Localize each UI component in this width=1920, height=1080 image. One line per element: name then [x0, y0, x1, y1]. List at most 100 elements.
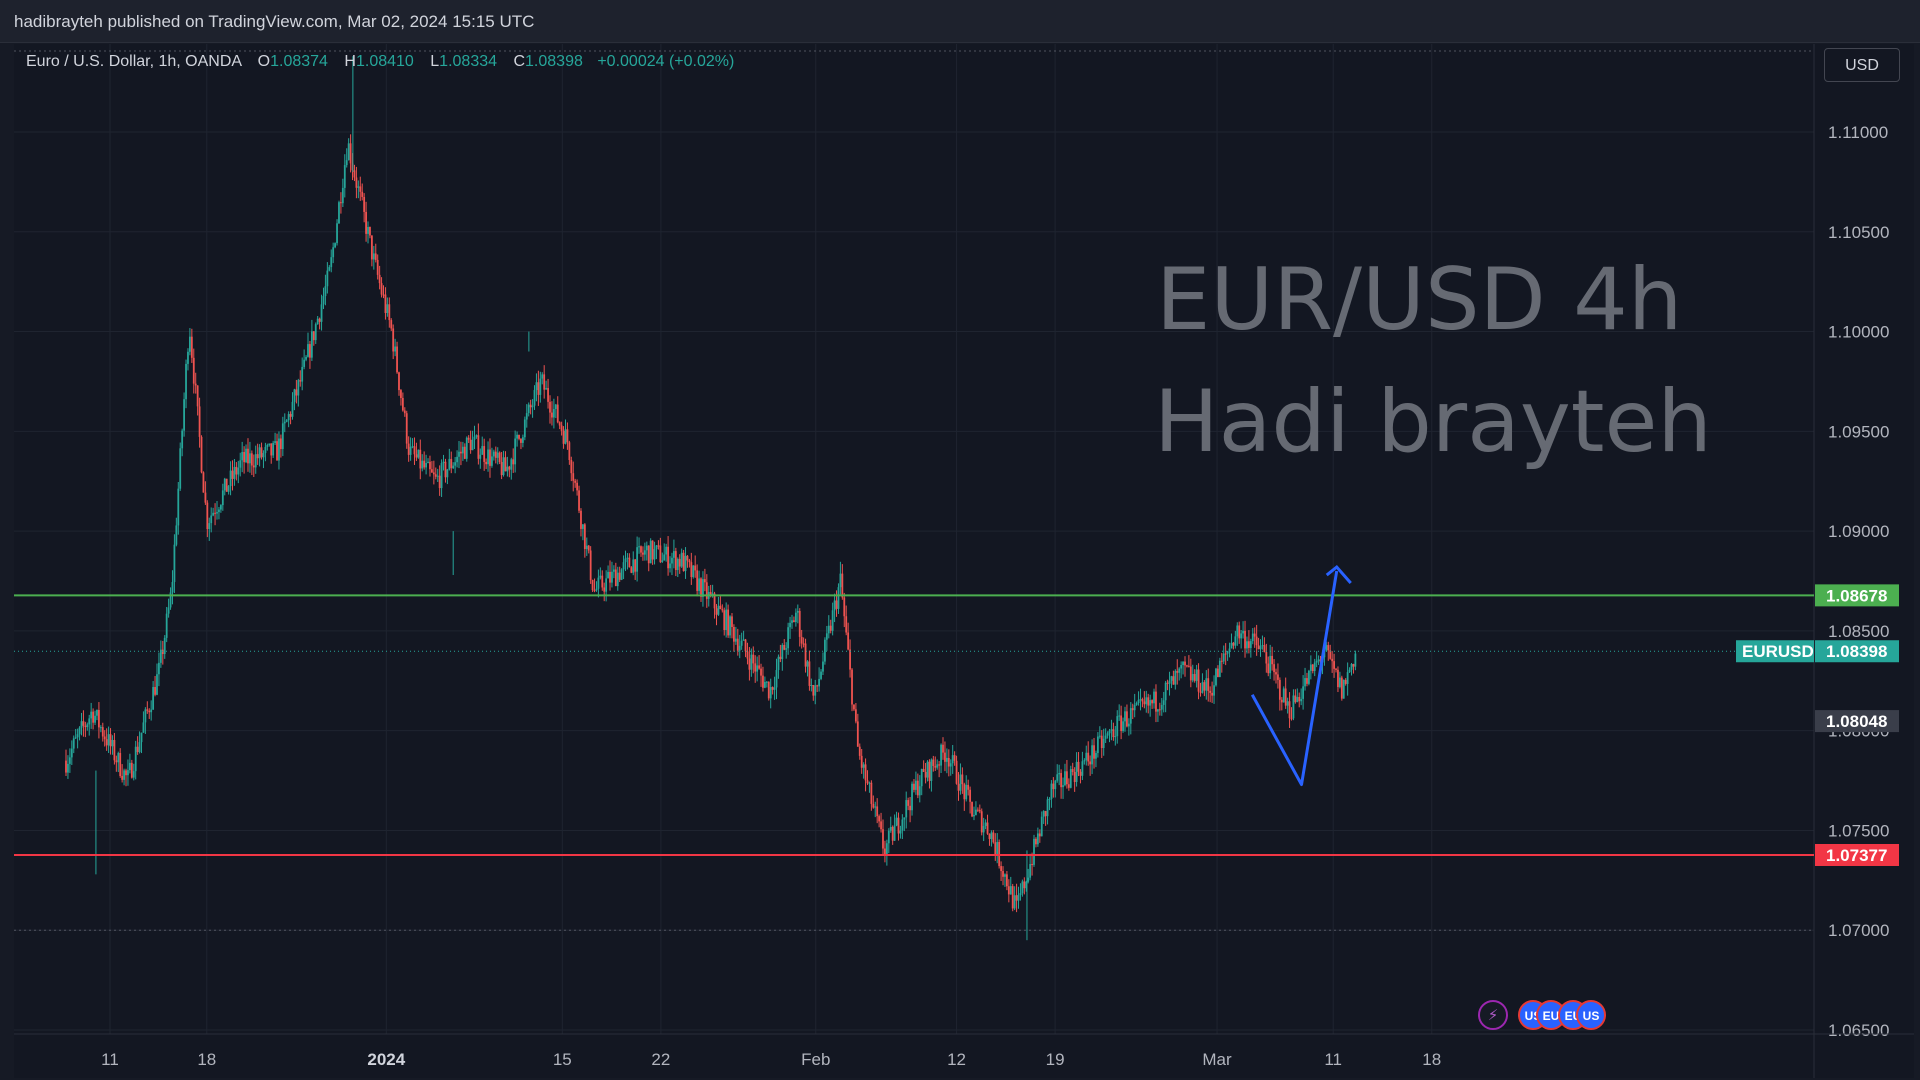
candle-body [1067, 784, 1070, 788]
us-flag-icon[interactable]: US [1576, 1000, 1606, 1030]
candle-up [328, 265, 331, 272]
candle-body [814, 685, 817, 696]
candle-body [789, 622, 791, 628]
candle-up [1046, 796, 1049, 825]
candle-up [607, 565, 609, 579]
candle-up [132, 763, 135, 781]
candle-down [109, 728, 112, 755]
candle-body [442, 461, 445, 464]
candle-down [405, 410, 408, 449]
candle-body [349, 143, 352, 164]
candle-body [340, 202, 342, 204]
y-tick-label: 1.06500 [1828, 1021, 1889, 1040]
candle-up [1153, 688, 1155, 709]
candle-body [320, 304, 323, 322]
last-price-symbol-tag [1736, 640, 1814, 663]
candle-body [326, 270, 329, 287]
candle-up [936, 759, 939, 770]
candle-up [386, 297, 389, 317]
candle-body [196, 385, 199, 407]
candle-body [653, 549, 656, 560]
candle-up [1242, 621, 1244, 639]
candle-body [454, 462, 457, 466]
candle-body [552, 409, 555, 418]
candle-body [930, 759, 933, 781]
projection-drawing[interactable] [1250, 570, 1339, 787]
candle-up [223, 477, 226, 496]
candle-up [189, 328, 191, 356]
candle-down [403, 407, 406, 417]
candle-body [1197, 669, 1200, 692]
candle-down [947, 749, 950, 777]
candle-up [717, 596, 720, 616]
candle-up [266, 443, 269, 451]
candle-up [814, 679, 817, 705]
candle-body [543, 374, 546, 390]
candle-down [318, 317, 321, 330]
candle-up [1354, 650, 1357, 671]
candle-down [932, 755, 935, 772]
candle-down [851, 668, 853, 712]
candle-up [822, 652, 824, 676]
candle-up [837, 583, 840, 614]
candle-down [374, 243, 377, 263]
candle-body [423, 460, 426, 468]
candle-down [390, 318, 393, 331]
lightning-icon[interactable]: ⚡ [1478, 1000, 1508, 1030]
candle-up [338, 200, 340, 224]
candle-body [67, 763, 69, 773]
candle-up [787, 622, 790, 655]
candle-down [92, 708, 95, 730]
chart-area[interactable]: 1.11000 1.10500 1.10000 1.09500 1.09000 1.085… [14, 44, 1914, 1078]
candle-body [825, 633, 828, 640]
candle-up [268, 443, 271, 447]
candle-body [1131, 708, 1134, 711]
candle-down [398, 371, 400, 396]
candle-down [1267, 656, 1270, 677]
candle-up [740, 632, 743, 650]
candle-up [1108, 728, 1111, 743]
candle-body [889, 826, 892, 831]
currency-button[interactable]: USD [1824, 48, 1900, 82]
candle-down [779, 644, 782, 663]
x-tick-label: 22 [651, 1050, 670, 1069]
candle-body [643, 550, 646, 555]
candle-up [734, 626, 737, 645]
candle-body [510, 459, 513, 470]
candle-down [370, 235, 373, 267]
candle-body [262, 453, 265, 458]
candle-body [916, 780, 919, 796]
candle-up [1127, 718, 1130, 736]
candle-body [353, 170, 356, 178]
candle-body [614, 569, 617, 587]
candle-up [738, 634, 741, 659]
candle-up [177, 481, 180, 535]
candle-down [876, 798, 879, 824]
candle-down [767, 681, 770, 701]
candle-down [804, 638, 807, 673]
candle-up [794, 608, 797, 627]
candle-up [330, 249, 333, 273]
candle-body [676, 558, 679, 571]
candle-down [431, 461, 433, 473]
candle-body [92, 711, 95, 723]
candle-body [674, 551, 677, 571]
candle-body [409, 446, 412, 455]
candle-up [775, 658, 778, 700]
candle-body [1315, 660, 1318, 663]
candle-up [307, 332, 309, 358]
candle-down [591, 579, 594, 592]
candle-body [448, 458, 451, 470]
candle-body [363, 196, 366, 212]
symbol-title[interactable]: Euro / U.S. Dollar, 1h, OANDA [26, 53, 242, 70]
candle-down [549, 395, 551, 424]
candle-down [746, 642, 749, 665]
candle-down [696, 564, 699, 597]
candle-up [554, 403, 557, 419]
candle-up [496, 447, 499, 465]
candle-down [243, 446, 246, 474]
candlestick-chart[interactable]: 1.11000 1.10500 1.10000 1.09500 1.09000 1.085… [14, 44, 1914, 1078]
candle-body [1238, 625, 1241, 639]
candle-up [1308, 669, 1310, 686]
candle-up [889, 816, 892, 833]
